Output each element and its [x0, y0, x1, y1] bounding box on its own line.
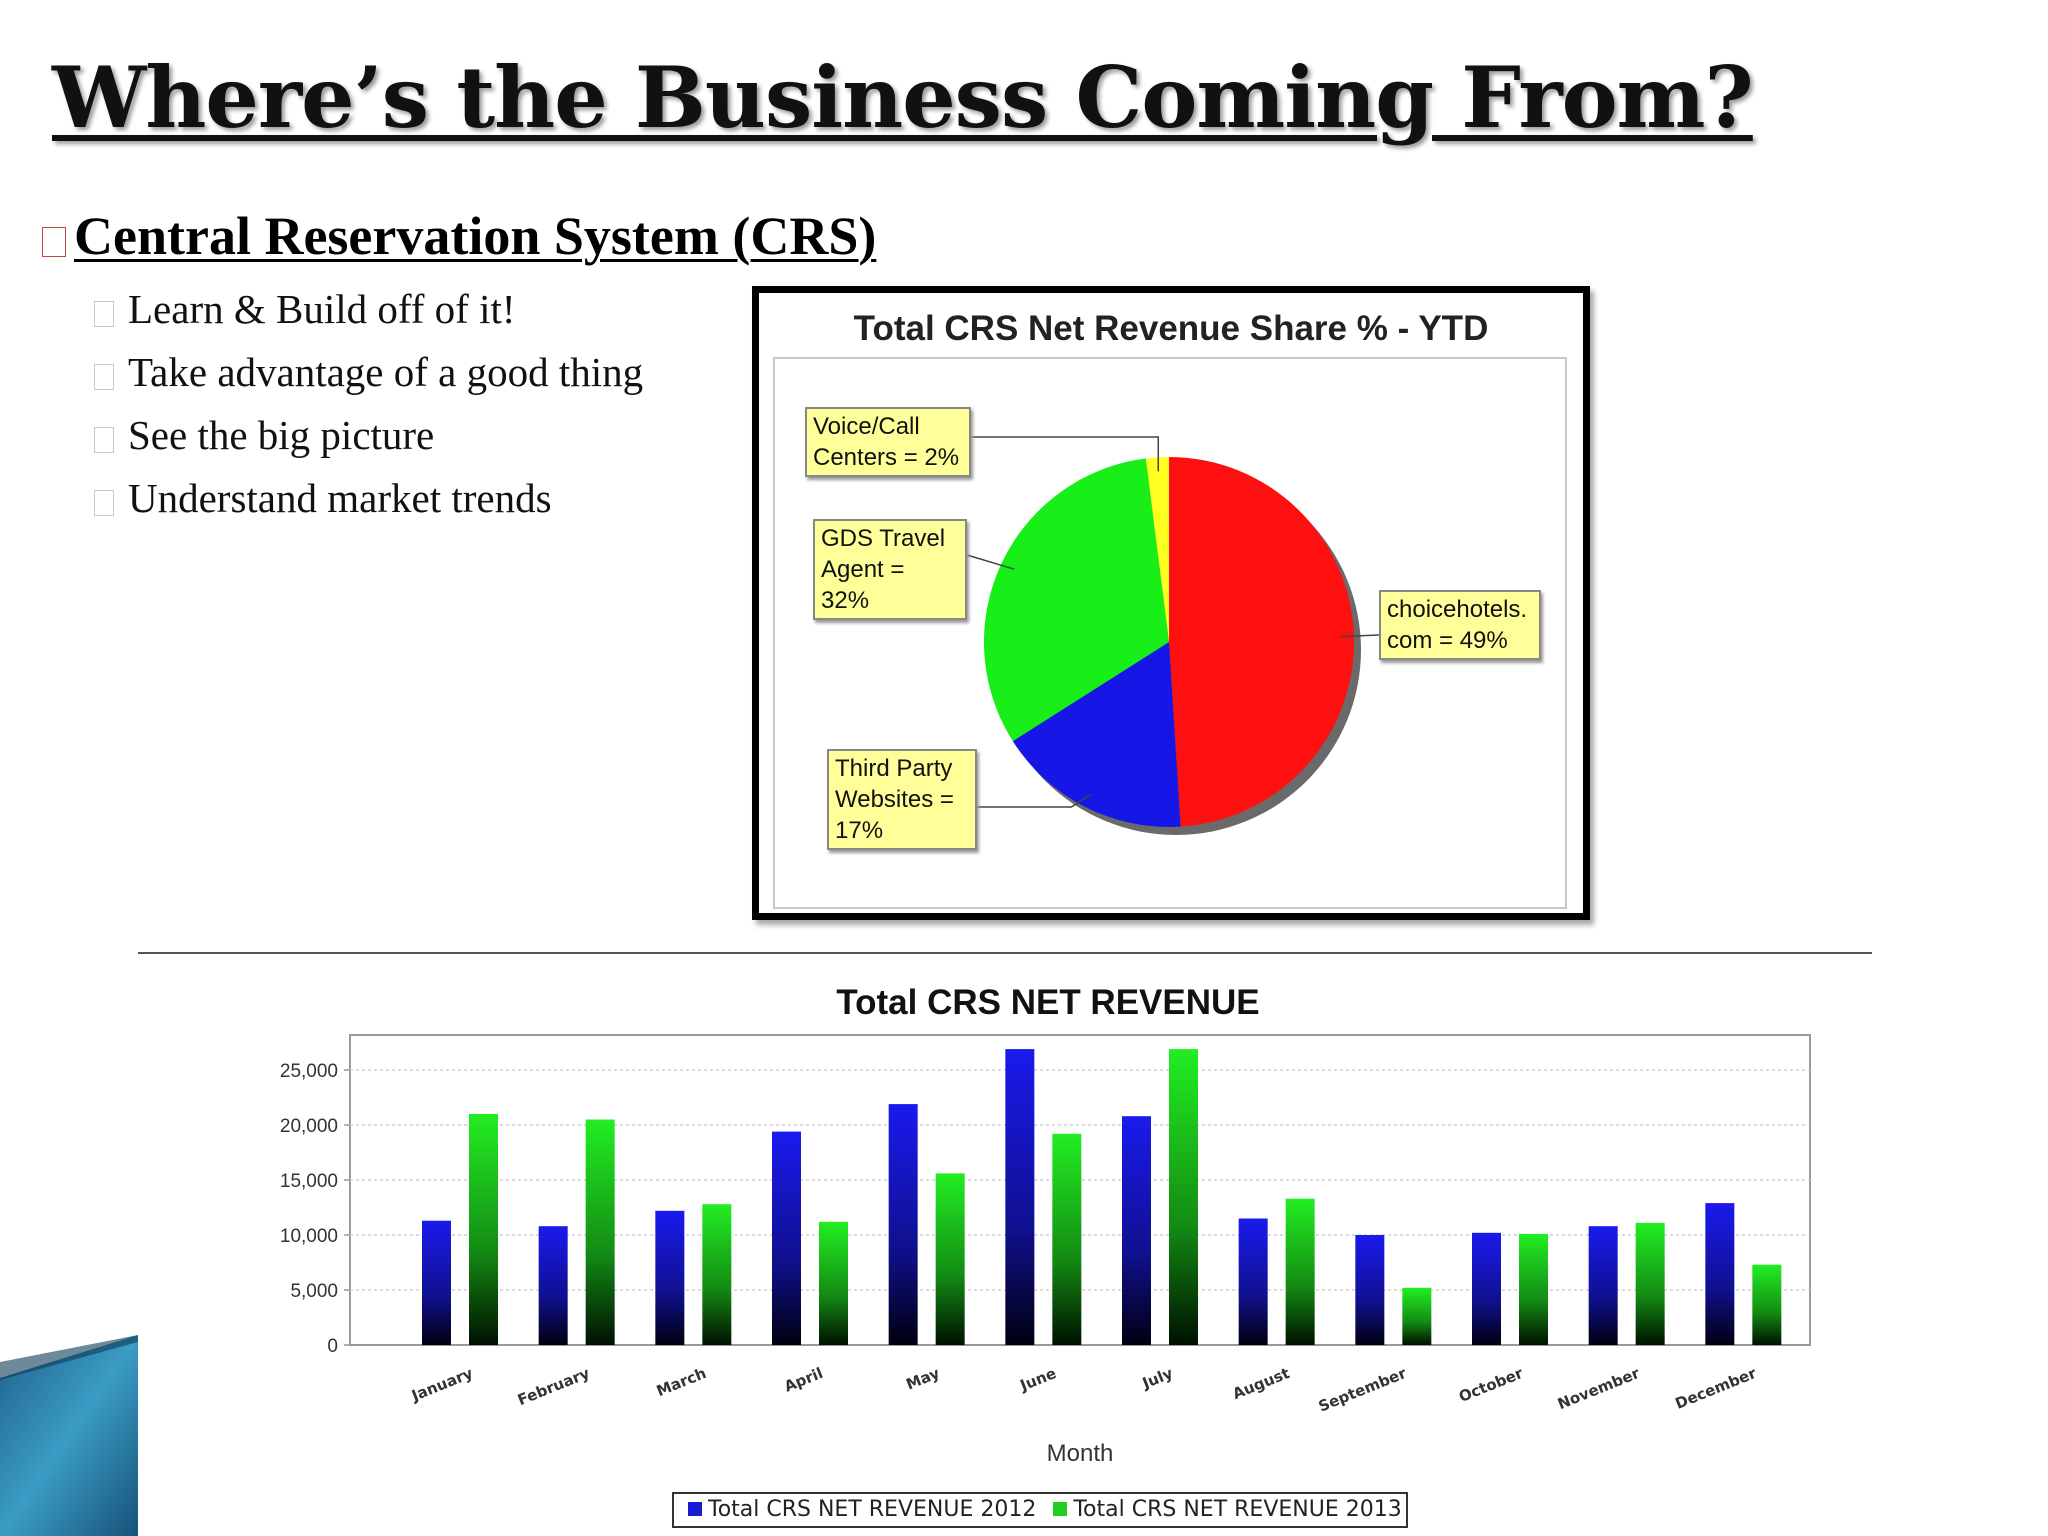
bar-y-tick-label: 20,000 — [280, 1116, 338, 1137]
bullet-square-icon — [94, 489, 114, 516]
bar-2012-august — [1238, 1218, 1268, 1345]
bullet-item: Understand market trends — [94, 471, 643, 534]
pie-leader-choice — [1339, 634, 1380, 638]
bullet-square-icon — [94, 426, 114, 453]
bullet-square-icon — [94, 363, 114, 390]
bar-2013-april — [819, 1221, 848, 1345]
bar-2013-november — [1635, 1222, 1665, 1345]
bullet-item: Learn & Build off of it! — [94, 282, 643, 345]
pie-leader-third — [977, 793, 1092, 808]
pie-chart-plot: Voice/Call Centers = 2% GDS Travel Agent… — [773, 357, 1567, 909]
chart-divider — [138, 952, 1872, 954]
bar-2012-february — [538, 1226, 568, 1345]
page-title: Where’s the Business Coming From? — [52, 48, 1754, 147]
bar-y-tick-label: 0 — [327, 1336, 338, 1357]
bullet-list: Learn & Build off of it! Take advantage … — [94, 282, 643, 534]
bar-x-tick-label: March — [654, 1364, 709, 1400]
pie-slice-choice — [1169, 457, 1354, 827]
bar-y-tick-label: 25,000 — [280, 1061, 338, 1082]
bar-2013-august — [1285, 1198, 1315, 1345]
bar-2012-march — [655, 1210, 685, 1345]
pie-slice-third — [1012, 642, 1181, 827]
bar-y-ticks: 0 5,000 10,000 15,000 20,000 25,000 — [280, 1061, 350, 1357]
bar-y-tick-label: 15,000 — [280, 1171, 338, 1192]
bar-chart-title: Total CRS NET REVENUE — [836, 983, 1260, 1022]
legend-label-2013: Total CRS NET REVENUE 2013 — [1073, 1497, 1402, 1522]
bar-x-tick-label: April — [782, 1364, 826, 1396]
bar-x-tick-label: October — [1456, 1364, 1526, 1406]
bar-y-tick-label: 5,000 — [290, 1281, 338, 1302]
pie-slice-voice — [1145, 457, 1169, 642]
bar-x-tick-label: September — [1316, 1364, 1410, 1416]
bar-x-axis-label: Month — [1047, 1440, 1114, 1467]
pie-chart-svg — [966, 436, 1380, 835]
section-heading-label: Central Reservation System (CRS) — [74, 206, 877, 266]
bullet-item: See the big picture — [94, 408, 643, 471]
pie-chart-frame: Total CRS Net Revenue Share % - YTD Voic… — [752, 286, 1590, 920]
bar-series — [422, 1049, 1782, 1345]
legend-swatch-2012 — [688, 1502, 702, 1516]
bar-2013-july — [1169, 1049, 1198, 1345]
bar-2013-june — [1052, 1133, 1082, 1345]
bar-2012-april — [772, 1131, 801, 1345]
bar-2012-november — [1588, 1226, 1618, 1345]
pie-label-choice: choicehotels. com = 49% — [1379, 590, 1541, 660]
slide-corner-decoration — [0, 1335, 138, 1536]
bar-x-ticks: January February March April May June July Augu… — [408, 1364, 1759, 1416]
pie-label-voice: Voice/Call Centers = 2% — [805, 407, 971, 477]
pie-slice-gds — [984, 458, 1169, 742]
bar-2013-december — [1752, 1264, 1782, 1345]
bar-2012-january — [422, 1220, 451, 1345]
bullet-glyph-icon — [42, 226, 66, 257]
bar-2013-september — [1402, 1287, 1432, 1345]
bullet-item: Take advantage of a good thing — [94, 345, 643, 408]
bar-2012-december — [1705, 1203, 1735, 1345]
bar-2013-february — [585, 1119, 615, 1345]
pie-label-gds: GDS Travel Agent = 32% — [813, 519, 967, 620]
pie-chart-title: Total CRS Net Revenue Share % - YTD — [853, 309, 1489, 348]
bar-2013-may — [935, 1173, 965, 1345]
pie-label-third: Third Party Websites = 17% — [827, 749, 977, 850]
bar-x-tick-label: February — [515, 1364, 592, 1409]
bar-y-tick-label: 10,000 — [280, 1226, 338, 1247]
bar-x-tick-label: August — [1230, 1364, 1292, 1403]
section-heading: Central Reservation System (CRS) — [42, 205, 876, 267]
bullet-square-icon — [94, 300, 114, 327]
bar-x-tick-label: July — [1139, 1364, 1176, 1393]
bar-x-tick-label: November — [1555, 1364, 1643, 1413]
bar-2012-june — [1005, 1049, 1035, 1345]
bar-x-tick-label: December — [1673, 1364, 1760, 1413]
bar-2013-october — [1519, 1233, 1548, 1345]
legend-swatch-2013 — [1053, 1502, 1068, 1516]
bar-chart-legend: Total CRS NET REVENUE 2012 Total CRS NET… — [672, 1492, 1408, 1528]
bar-x-tick-label: June — [1017, 1364, 1059, 1395]
bullet-text: Learn & Build off of it! — [128, 286, 516, 332]
bullet-text: Take advantage of a good thing — [128, 349, 644, 395]
legend-label-2012: Total CRS NET REVENUE 2012 — [708, 1497, 1037, 1522]
bar-x-tick-label: May — [904, 1364, 943, 1394]
bar-2012-may — [888, 1104, 918, 1345]
pie-leader-voice — [971, 436, 1160, 472]
bar-2012-october — [1472, 1232, 1501, 1345]
bar-x-tick-label: January — [408, 1364, 476, 1405]
bar-2013-march — [702, 1204, 732, 1345]
bar-2012-september — [1355, 1235, 1385, 1345]
bar-2012-july — [1122, 1116, 1151, 1345]
bar-2013-january — [469, 1114, 498, 1345]
bullet-text: Understand market trends — [128, 475, 552, 521]
pie-leader-gds — [966, 554, 1015, 570]
bullet-text: See the big picture — [128, 412, 435, 458]
